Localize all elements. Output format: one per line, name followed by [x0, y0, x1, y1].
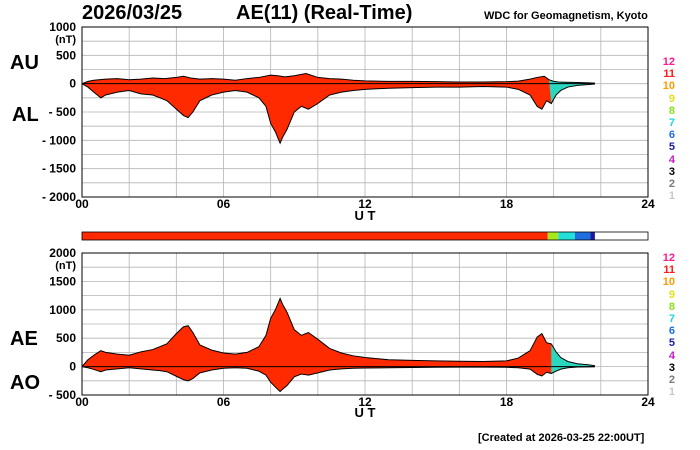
- status-bar-segment: [558, 232, 575, 240]
- au-al-area-fill: [82, 73, 595, 144]
- au-al-panel: 1000 500 0 - 500 - 1000 - 1500 - 2000 (nT) 00 06 1…: [42, 20, 655, 223]
- kp-top-level-12: 12: [662, 56, 675, 68]
- au-al-ytick-label: 1000: [49, 20, 76, 34]
- kp-bottom-level-8: 8: [668, 300, 675, 313]
- ae-ao-yunit-label: (nT): [55, 260, 76, 272]
- kp-top-level-1: 1: [668, 190, 675, 203]
- kp-top-level-10: 10: [662, 80, 675, 93]
- kp-bottom-level-4: 4: [668, 349, 675, 362]
- ae-ao-xaxis-label: U T: [355, 405, 376, 420]
- ae-ao-series-ae: [81, 297, 596, 367]
- ae-ao-frame: [81, 252, 649, 396]
- ae-ao-area-fill: [82, 298, 595, 392]
- ae-ao-tail-fill: [551, 343, 595, 374]
- au-label: AU: [10, 52, 39, 74]
- kp-top-level-2: 2: [668, 177, 675, 190]
- au-al-frame: [81, 26, 649, 198]
- kp-bottom-level-12: 12: [662, 252, 675, 264]
- ae-ao-ytick-label: 1000: [49, 303, 76, 317]
- au-al-ytick-label: - 1500: [42, 162, 76, 176]
- au-al-ytick-label: - 1000: [42, 133, 76, 147]
- ae-ao-ytick-label: 2000: [49, 246, 76, 260]
- au-al-ytick-label: 500: [56, 48, 76, 62]
- kp-bottom-level-3: 3: [668, 361, 675, 374]
- kp-top-level-11: 11: [663, 68, 675, 81]
- kp-bottom-level-10: 10: [662, 276, 675, 289]
- kp-bottom-level-2: 2: [668, 373, 675, 386]
- au-al-xtick-label: 24: [641, 197, 655, 211]
- kp-bottom-level-11: 11: [663, 264, 675, 277]
- kp-bottom-level-7: 7: [668, 312, 675, 325]
- activity-scale-bottom: 12 11 10 9 8 7 6 5 4 3 2 1: [653, 252, 675, 398]
- kp-top-level-5: 5: [668, 141, 675, 154]
- kp-top-level-8: 8: [668, 104, 675, 117]
- kp-bottom-level-9: 9: [668, 288, 675, 301]
- au-al-xtick-label: 00: [75, 197, 89, 211]
- activity-scale-top: 12 11 10 9 8 7 6 5 4 3 2 1: [653, 56, 675, 202]
- chart-title: AE(11) (Real-Time): [236, 2, 413, 24]
- ae-ao-xtick-label: 12: [358, 395, 372, 409]
- ae-ao-ytick-label: 0: [69, 360, 76, 374]
- kp-bottom-level-5: 5: [668, 337, 675, 350]
- al-label: AL: [12, 104, 39, 126]
- ae-label: AE: [10, 328, 38, 350]
- au-al-ytick-label: - 500: [49, 105, 77, 119]
- kp-top-level-6: 6: [668, 129, 675, 142]
- au-al-series-au: [81, 72, 595, 85]
- kp-bottom-level-6: 6: [668, 325, 675, 338]
- au-al-tail-fill: [548, 79, 595, 104]
- status-bar-segment: [574, 232, 591, 240]
- status-bar-segment: [547, 232, 559, 240]
- ae-ao-xtick-label: 00: [75, 395, 89, 409]
- ae-ao-xtick-label: 18: [500, 395, 514, 409]
- au-al-ytick-label: - 2000: [42, 190, 76, 204]
- au-al-yunit-label: (nT): [55, 34, 76, 46]
- kp-bottom-level-1: 1: [668, 386, 675, 399]
- au-al-xtick-label: 06: [217, 197, 231, 211]
- status-bar-segment: [594, 232, 648, 240]
- ae-ao-panel: 2000 1500 1000 500 0 - 500 (nT) 00 06 12 18 24 U T: [49, 246, 655, 420]
- chart-date: 2026/03/25: [82, 2, 183, 24]
- ae-ao-ytick-label: 1500: [49, 274, 76, 288]
- status-bar-frame: [81, 231, 649, 241]
- au-al-xtick-label: 12: [358, 197, 372, 211]
- created-timestamp: [Created at 2026-03-25 22:00UT]: [478, 432, 645, 444]
- status-bar-segment: [590, 232, 595, 240]
- ae-ao-ytick-label: 500: [56, 331, 76, 345]
- ae-ao-ytick-label: - 500: [49, 388, 77, 402]
- activity-status-bar: [81, 231, 649, 241]
- au-al-series-al: [81, 83, 595, 145]
- status-bar-segment: [82, 232, 548, 240]
- kp-top-level-4: 4: [668, 153, 675, 166]
- ae-ao-xtick-label: 06: [217, 395, 231, 409]
- kp-top-level-7: 7: [668, 116, 675, 129]
- ae-ao-xtick-label: 24: [641, 395, 655, 409]
- au-al-xaxis-label: U T: [355, 208, 376, 223]
- au-al-ytick-label: 0: [69, 77, 76, 91]
- ao-label: AO: [10, 372, 40, 394]
- au-al-xtick-label: 18: [500, 197, 514, 211]
- kp-top-level-9: 9: [668, 92, 675, 105]
- organization-label: WDC for Geomagnetism, Kyoto: [484, 10, 648, 22]
- kp-top-level-3: 3: [668, 165, 675, 178]
- ae-ao-series-ao: [81, 366, 595, 393]
